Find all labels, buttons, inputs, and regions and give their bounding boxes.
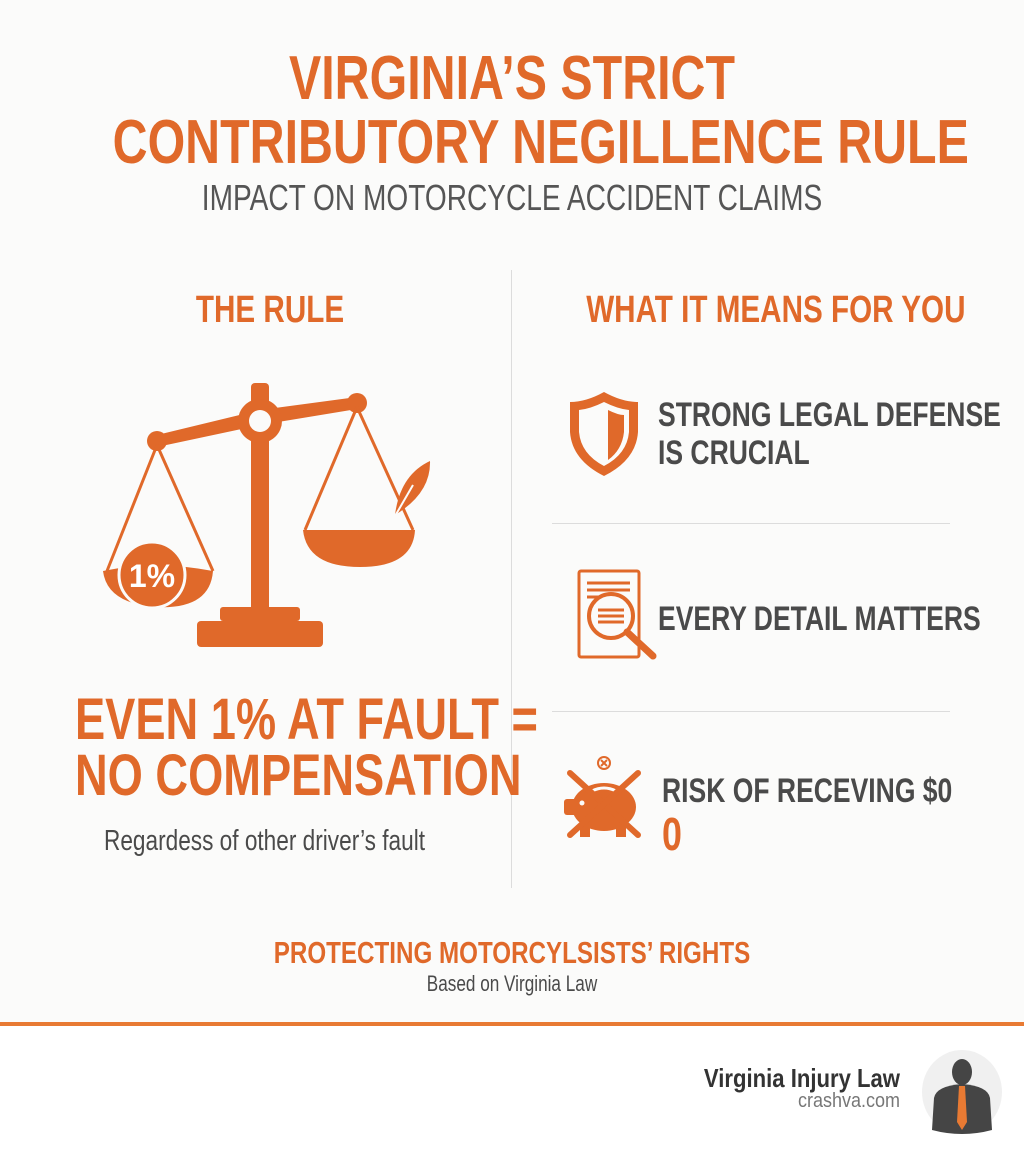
rule-heading: THE RULE — [70, 290, 470, 330]
footer-sub: Based on Virginia Law — [0, 972, 1024, 996]
rule-note: Regardess of other driver’s fault — [104, 825, 504, 857]
document-magnifier-icon — [577, 569, 657, 660]
crossed-piggy-bank-icon — [564, 756, 641, 838]
title-text: CONTRIBUTORY NEGILLENCE RULE — [112, 108, 969, 177]
title-text: VIRGINIA’S STRICT — [288, 44, 736, 113]
statement-line-2: NO COMPENSATION — [75, 743, 522, 808]
statement-text: NO COMPENSATION — [75, 743, 522, 808]
footer-heading: PROTECTING MOTORCYLSISTS’ RIGHTS — [0, 936, 1024, 970]
scale-badge-text: 1% — [129, 558, 175, 594]
scales-of-justice-icon: 1% — [103, 383, 431, 647]
meaning-heading-text: WHAT IT MEANS FOR YOU — [586, 289, 966, 331]
shield-icon — [570, 392, 638, 476]
item-divider — [552, 523, 950, 524]
item-text: EVERY DETAIL MATTERS — [658, 600, 981, 638]
brand-name-text: Virginia Injury Law — [703, 1063, 900, 1093]
statement-text: EVEN 1% AT FAULT = — [75, 687, 538, 752]
item-line: 0 — [662, 808, 682, 860]
item-line: EVERY DETAIL MATTERS — [658, 600, 981, 638]
title-line-1: VIRGINIA’S STRICT — [0, 46, 1024, 112]
item-line: IS CRUCIAL — [658, 434, 810, 472]
brand-site-text[interactable]: crashva.com — [797, 1090, 900, 1112]
footer-sub-text: Based on Virginia Law — [426, 971, 598, 996]
brand-name: Virginia Injury Law — [500, 1064, 900, 1092]
footer-heading-text: PROTECTING MOTORCYLSISTS’ RIGHTS — [273, 935, 751, 970]
brand-bar — [0, 1026, 1024, 1154]
rule-heading-text: THE RULE — [195, 289, 345, 331]
subtitle-text: IMPACT ON MOTORCYCLE ACCIDENT CLAIMS — [201, 177, 823, 218]
rule-note-text: Regardess of other driver’s fault — [104, 825, 426, 857]
column-divider — [511, 270, 512, 888]
item-line: RISK OF RECEVING $0 — [662, 772, 953, 810]
title-line-2: CONTRIBUTORY NEGILLENCE RULE — [0, 110, 1024, 176]
item-text: STRONG LEGAL DEFENSE IS CRUCIAL — [658, 396, 1001, 472]
meaning-heading: WHAT IT MEANS FOR YOU — [540, 289, 966, 331]
statement-line-1: EVEN 1% AT FAULT = — [75, 687, 538, 752]
subtitle: IMPACT ON MOTORCYCLE ACCIDENT CLAIMS — [0, 178, 1024, 218]
footer-rule — [0, 1022, 1024, 1026]
item-divider — [552, 711, 950, 712]
item-line: STRONG LEGAL DEFENSE — [658, 396, 1001, 434]
item-text: RISK OF RECEVING $0 0 — [662, 772, 982, 858]
avatar — [922, 1050, 1002, 1134]
brand-site[interactable]: crashva.com — [500, 1090, 900, 1112]
